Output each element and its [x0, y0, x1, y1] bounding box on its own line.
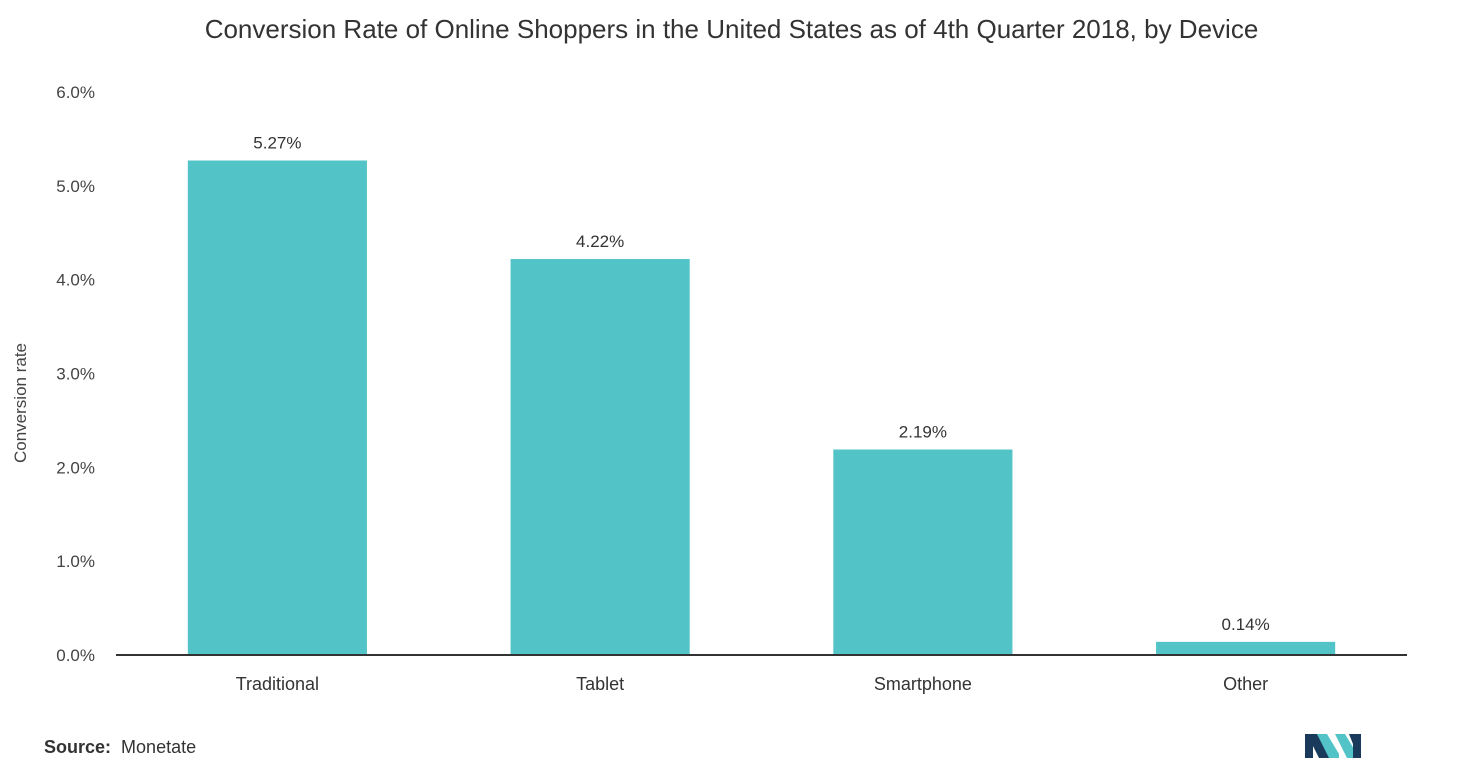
- y-axis-ticks: 0.0% 1.0% 2.0% 3.0% 4.0% 5.0% 6.0%: [56, 83, 95, 665]
- source-value: Monetate: [121, 737, 197, 757]
- x-tick-label: Other: [1223, 674, 1268, 694]
- x-tick-label: Tablet: [576, 674, 624, 694]
- y-tick-label: 1.0%: [56, 552, 95, 571]
- brand-logo-icon: [1305, 734, 1361, 758]
- source-note: Source: Monetate: [44, 737, 196, 758]
- y-tick-label: 0.0%: [56, 646, 95, 665]
- data-label: 2.19%: [899, 423, 947, 442]
- y-tick-label: 5.0%: [56, 177, 95, 196]
- source-label: Source:: [44, 737, 112, 757]
- bar-smartphone: [833, 449, 1013, 655]
- y-tick-label: 4.0%: [56, 271, 95, 290]
- bar-other: [1156, 641, 1336, 655]
- y-tick-label: 6.0%: [56, 83, 95, 102]
- data-label: 5.27%: [253, 133, 301, 152]
- x-tick-label: Smartphone: [874, 674, 972, 694]
- bar-traditional: [187, 160, 367, 655]
- x-axis-labels: Traditional Tablet Smartphone Other: [236, 674, 1268, 694]
- x-tick-label: Traditional: [236, 674, 319, 694]
- data-label: 4.22%: [576, 232, 624, 251]
- y-axis-label: Conversion rate: [11, 343, 30, 463]
- bars-group: 5.27% 4.22% 2.19% 0.14%: [187, 133, 1336, 655]
- data-label: 0.14%: [1222, 615, 1270, 634]
- y-tick-label: 2.0%: [56, 458, 95, 477]
- y-tick-label: 3.0%: [56, 365, 95, 384]
- bar-chart: Conversion rate 0.0% 1.0% 2.0% 3.0% 4.0% 5.0%…: [11, 83, 1407, 694]
- chart-title: Conversion Rate of Online Shoppers in th…: [204, 14, 1259, 44]
- bar-tablet: [510, 259, 690, 655]
